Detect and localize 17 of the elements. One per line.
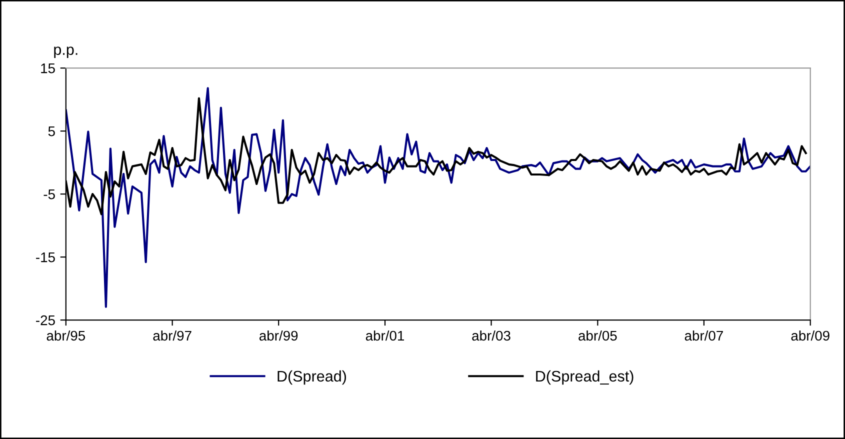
x-tick-label: abr/95	[46, 330, 86, 341]
x-tick-label: abr/01	[366, 330, 404, 341]
y-tick-label: 15	[41, 64, 55, 74]
legend-label: D(Spread)	[278, 370, 346, 385]
x-tick-label: abr/99	[259, 330, 298, 341]
y-tick-label: 5	[48, 126, 55, 136]
y-tick-label: -5	[44, 190, 55, 200]
legend-label: D(Spread_est)	[536, 370, 634, 385]
x-tick-label: abr/09	[791, 330, 830, 341]
x-tick-label: abr/97	[153, 330, 192, 341]
y-tick-label: -15	[36, 252, 55, 262]
x-tick-label: abr/05	[578, 330, 617, 341]
y-tick-label: -25	[36, 315, 55, 326]
y-axis-title: p.p.	[54, 46, 78, 58]
line-series	[66, 87, 810, 308]
x-tick-label: abr/07	[684, 330, 723, 341]
x-tick-label: abr/03	[472, 330, 510, 341]
